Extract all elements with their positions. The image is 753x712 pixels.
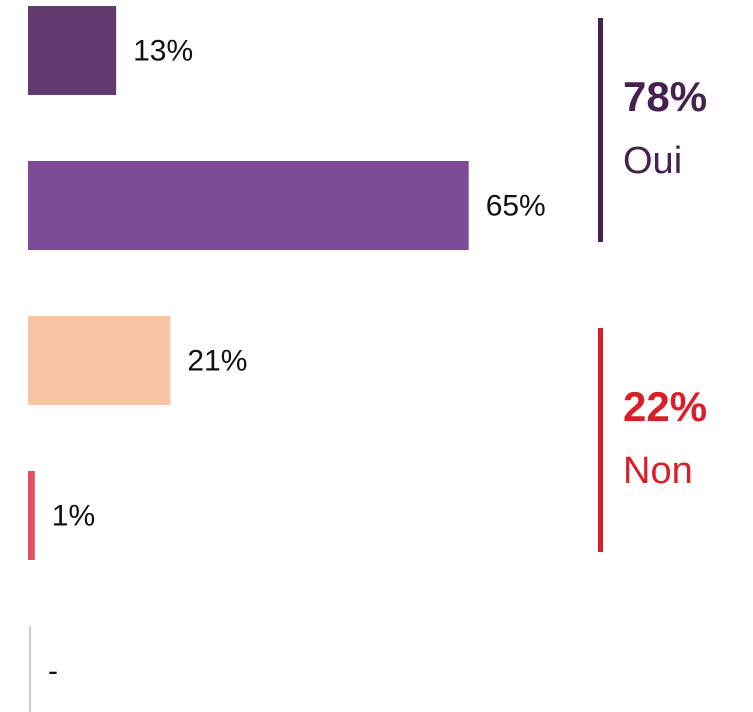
group-name: Non xyxy=(623,450,693,492)
bar xyxy=(28,6,117,95)
value-label: 13% xyxy=(133,34,193,67)
group-total: 22% xyxy=(623,383,707,430)
bar xyxy=(28,471,35,560)
value-label: - xyxy=(48,654,58,687)
bar xyxy=(28,161,469,250)
empty-bar xyxy=(29,626,31,712)
group-bracket xyxy=(598,18,603,242)
group-bracket xyxy=(598,328,603,552)
value-label: 21% xyxy=(187,344,247,377)
value-label: 1% xyxy=(52,499,95,532)
value-label: 65% xyxy=(486,189,546,222)
group-name: Oui xyxy=(623,140,682,182)
group-total: 78% xyxy=(623,73,707,120)
bar xyxy=(28,316,171,405)
